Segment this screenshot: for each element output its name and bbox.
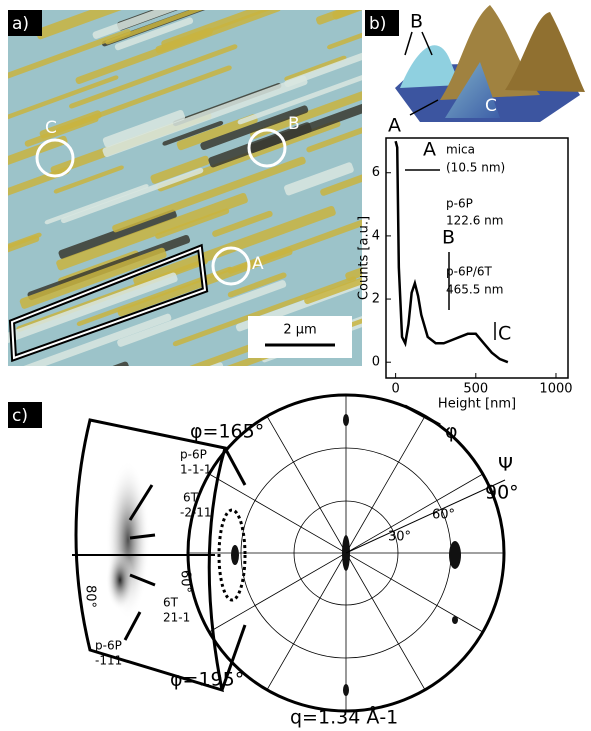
annotation: A [423, 139, 436, 161]
scale-label: 2 µm [283, 323, 316, 338]
psi-tick: 30° [388, 530, 411, 545]
peak-label: p-6P [95, 639, 122, 653]
reflection [231, 545, 239, 565]
arrow [405, 170, 495, 340]
peak-label: 6T [163, 596, 179, 610]
annotation: 465.5 nm [446, 283, 503, 297]
psi-tick: 60° [432, 508, 455, 523]
marker-label: A [252, 254, 264, 274]
annotation: (10.5 nm) [446, 161, 505, 175]
phi-label: φ=165° [190, 421, 264, 443]
psi-tick: 90° [485, 482, 519, 504]
reflection [343, 684, 349, 696]
marker-label: C [45, 118, 57, 138]
annotation: mica [446, 143, 475, 157]
peak-label: -111 [95, 654, 122, 668]
streak [137, 361, 224, 398]
y-tick-label: 6 [372, 165, 380, 180]
peak-label: -2-11 [180, 506, 212, 520]
y-tick-label: 0 [372, 355, 380, 370]
figure: a) C B A 2 µm b) B A C 0 500 1000 0 2 4 6 Heigh… [0, 0, 591, 731]
x-tick-label: 500 [463, 382, 488, 397]
annotation: p-6P/6T [446, 265, 492, 279]
surface-label: B [410, 11, 423, 33]
reflection [452, 616, 458, 624]
marker-label: B [288, 114, 300, 134]
x-axis-label: Height [nm] [438, 397, 516, 412]
reflection [449, 541, 461, 569]
y-axis-label: Counts [a.u.] [357, 216, 372, 300]
surface-label: A [388, 115, 401, 137]
panel-label: a) [12, 14, 29, 34]
wedge-angle: 60° [178, 570, 193, 593]
phi-label: φ=195° [170, 669, 244, 691]
psi-arrow [346, 480, 505, 553]
peak-label: 6T [183, 491, 199, 505]
y-tick-label: 4 [372, 228, 380, 243]
annotation: B [442, 227, 455, 249]
surface-label: C [485, 96, 497, 116]
intensity [106, 550, 134, 610]
annotation: 122.6 nm [446, 214, 503, 228]
arrow [405, 32, 412, 55]
peak-label: 1-1-1 [180, 463, 212, 477]
panel-label: c) [12, 406, 28, 426]
wedge-angle: 80° [83, 585, 98, 608]
phi-axis: φ [445, 421, 458, 443]
ridge [505, 12, 585, 92]
q-label: q=1.34 Å-1 [290, 706, 398, 729]
panel-label: b) [369, 14, 386, 34]
reflection [343, 414, 349, 426]
peak-label: 21-1 [163, 611, 190, 625]
annotation: p-6P [446, 197, 473, 211]
y-tick-label: 2 [372, 292, 380, 307]
phi-arrow [405, 406, 440, 425]
x-tick-label: 0 [391, 382, 399, 397]
connector [225, 448, 245, 485]
annotation: C [498, 323, 511, 345]
x-tick-label: 1000 [539, 382, 572, 397]
peak-label: p-6P [180, 448, 207, 462]
psi-axis: Ψ [498, 454, 513, 476]
